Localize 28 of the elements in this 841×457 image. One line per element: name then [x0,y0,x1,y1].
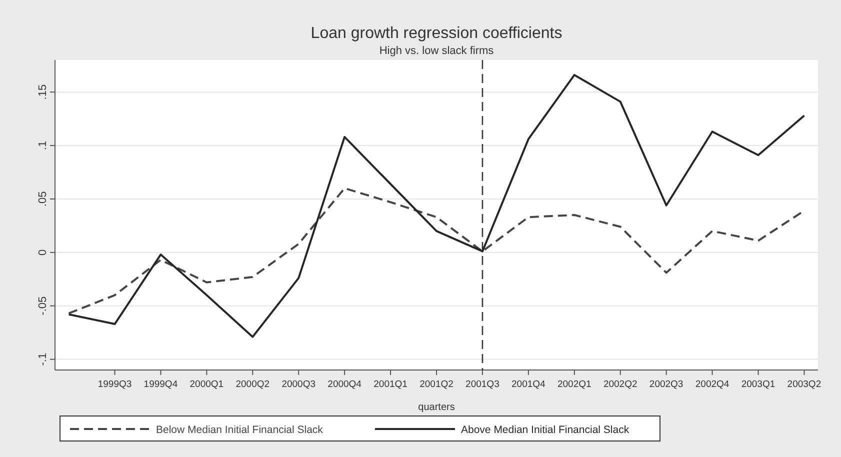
x-tick-label: 1999Q4 [144,379,178,390]
chart-subtitle: High vs. low slack firms [379,45,494,57]
x-tick-label: 2002Q1 [557,379,592,390]
x-tick-label: 2000Q4 [328,379,362,390]
x-tick-label: 2003Q1 [741,379,776,390]
x-tick-label: 2003Q2 [787,379,822,390]
y-tick-label: .05 [37,191,49,207]
x-tick-label: 2001Q1 [374,379,408,390]
x-tick-label: 2002Q4 [695,379,730,390]
y-tick-label: -.05 [37,296,49,316]
chart-title: Loan growth regression coefficients [310,25,562,42]
x-tick-label: 2001Q4 [512,379,546,390]
x-tick-label: 2001Q2 [420,379,454,390]
text: Above Median Initial Financial Slack [461,424,630,436]
x-tick-label: 1999Q3 [98,379,132,390]
y-tick-label: 0 [37,249,49,256]
x-tick-label: 2000Q3 [282,379,316,390]
x-tick-label: 2000Q1 [190,379,224,390]
y-tick-label: -.1 [37,352,49,366]
x-tick-label: 2001Q3 [466,379,500,390]
x-axis-title: quarters [418,402,455,413]
x-tick-label: 2000Q2 [236,379,270,390]
line-series [68,74,806,338]
y-tick-label: .15 [37,84,49,100]
x-tick-label: 2002Q2 [603,379,638,390]
text: Below Median Initial Financial Slack [156,424,324,436]
y-tick-label: .1 [37,140,49,150]
x-tick-label: 2002Q3 [649,379,684,390]
